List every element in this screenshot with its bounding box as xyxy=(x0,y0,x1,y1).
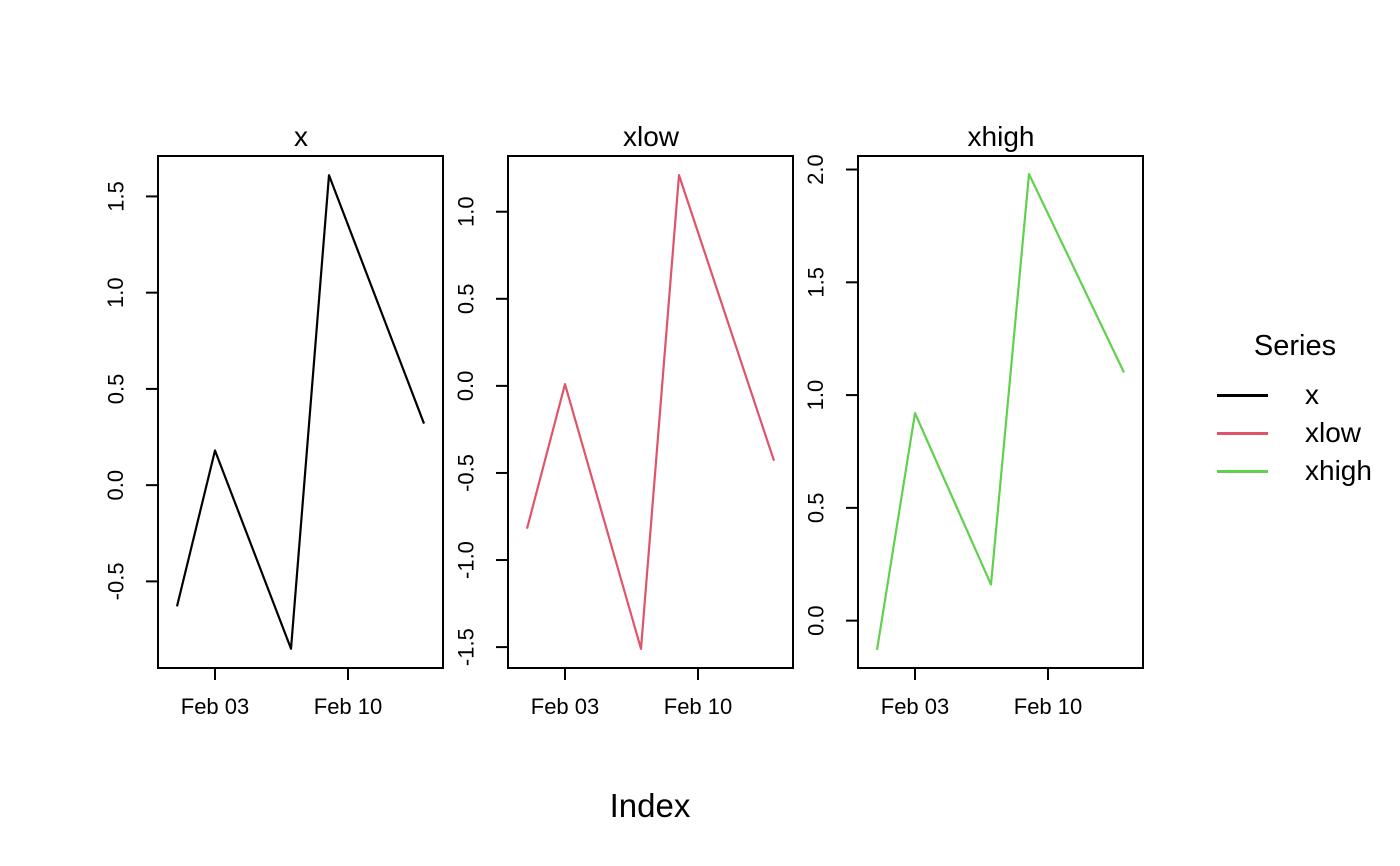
y-tick-label: 2.0 xyxy=(803,154,828,185)
series-line-xlow xyxy=(525,174,776,650)
x-tick-label: Feb 10 xyxy=(314,694,383,719)
y-tick-label: 1.5 xyxy=(803,267,828,298)
series-line-xhigh xyxy=(875,172,1125,651)
y-tick-label: 0.0 xyxy=(103,470,128,501)
x-axis-label: Index xyxy=(609,787,691,824)
legend-entry-x: x xyxy=(1217,376,1319,414)
legend-line-sample-xhigh xyxy=(1217,469,1268,473)
legend-label-x: x xyxy=(1305,379,1319,410)
legend-line-sample-x xyxy=(1217,393,1268,397)
legend-entry-xhigh: xhigh xyxy=(1217,452,1372,490)
panel-title-xlow: xlow xyxy=(622,121,679,152)
panel-box-xhigh xyxy=(857,155,1144,669)
legend-title: Series xyxy=(1253,330,1337,362)
y-tick-label: -1.0 xyxy=(453,541,478,579)
y-tick-label: 1.0 xyxy=(453,196,478,227)
legend-label-xlow: xlow xyxy=(1305,417,1362,448)
y-tick-label: 0.5 xyxy=(453,284,478,315)
x-tick-label: Feb 10 xyxy=(1014,694,1083,719)
panel-box-x xyxy=(157,155,444,669)
x-tick-label: Feb 03 xyxy=(881,694,950,719)
y-tick-label: -0.5 xyxy=(453,454,478,492)
panel-title-x: x xyxy=(294,121,308,152)
legend-label-xhigh: xhigh xyxy=(1305,455,1372,486)
series-line-x xyxy=(175,174,426,650)
x-tick-label: Feb 10 xyxy=(664,694,733,719)
legend-line-sample-xlow xyxy=(1217,431,1268,435)
x-tick-label: Feb 03 xyxy=(531,694,600,719)
y-tick-label: 1.0 xyxy=(103,277,128,308)
y-tick-label: 1.5 xyxy=(103,181,128,212)
y-tick-label: 0.5 xyxy=(803,493,828,524)
y-tick-label: -0.5 xyxy=(103,562,128,600)
y-tick-label: 0.0 xyxy=(453,371,478,402)
y-tick-label: 0.0 xyxy=(803,605,828,636)
y-tick-label: 1.0 xyxy=(803,380,828,411)
legend-entry-xlow: xlow xyxy=(1217,414,1361,452)
panel-box-xlow xyxy=(507,155,794,669)
y-tick-label: -1.5 xyxy=(453,628,478,666)
panel-title-xhigh: xhigh xyxy=(967,121,1035,152)
x-tick-label: Feb 03 xyxy=(181,694,250,719)
y-tick-label: 0.5 xyxy=(103,374,128,405)
